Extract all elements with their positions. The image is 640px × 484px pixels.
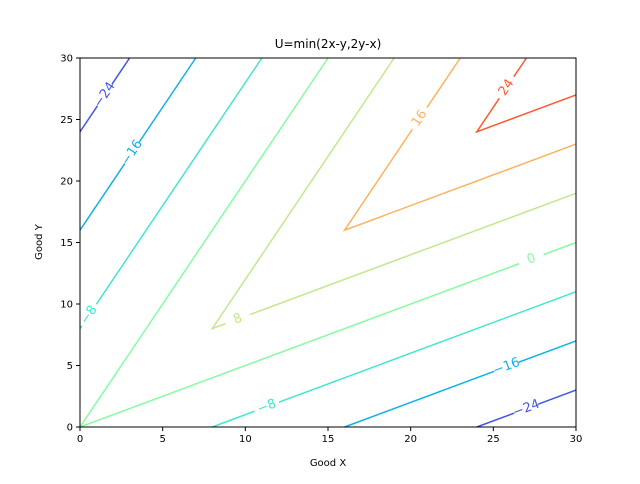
chart-title: U=min(2x-y,2y-x)	[275, 37, 382, 51]
label-gap	[91, 80, 118, 110]
y-tick-label: 0	[67, 423, 73, 434]
x-tick-label: 25	[487, 434, 500, 445]
y-tick-label: 30	[60, 54, 73, 65]
y-tick-label: 5	[67, 361, 73, 372]
x-axis-label: Good X	[310, 458, 347, 469]
label-gap	[119, 138, 146, 168]
contour-label: −8	[255, 396, 278, 417]
label-gap	[76, 300, 103, 330]
y-tick-label: 20	[60, 177, 73, 188]
x-tick-label: 10	[239, 434, 252, 445]
label-gap	[406, 103, 433, 133]
y-tick-label: 15	[60, 238, 73, 249]
label-gap	[516, 248, 546, 271]
x-tick-label: 20	[404, 434, 417, 445]
y-axis-label: Good Y	[34, 223, 45, 260]
x-tick-label: 15	[322, 434, 335, 445]
y-tick-label: 10	[60, 300, 73, 311]
y-tick-label: 25	[60, 115, 73, 126]
contour-line	[210, 57, 577, 331]
label-gap	[511, 397, 542, 420]
label-gap	[252, 395, 282, 418]
x-tick-label: 5	[159, 434, 165, 445]
x-tick-label: 30	[570, 434, 583, 445]
x-tick-label: 0	[77, 434, 83, 445]
label-gap	[223, 308, 253, 331]
label-gap	[493, 72, 520, 103]
label-gap	[491, 355, 522, 378]
